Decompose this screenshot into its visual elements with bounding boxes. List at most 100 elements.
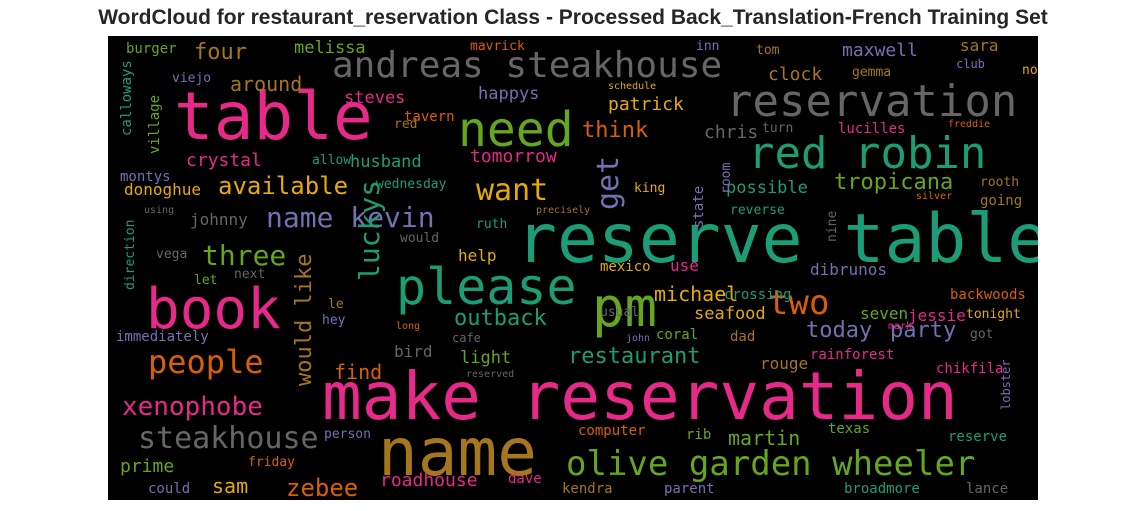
word-jessie: jessie (908, 306, 966, 325)
word-mavrick: mavrick (470, 39, 525, 54)
word-precisely: precisely (536, 205, 591, 216)
word-ruth: ruth (476, 217, 508, 232)
word-martin: martin (728, 426, 801, 450)
word-clock: clock (768, 64, 823, 85)
word-john: john (626, 333, 651, 344)
word-name-kevin: name kevin (266, 201, 435, 234)
word-reservation: reservation (726, 76, 1018, 127)
word-available: available (218, 172, 349, 200)
word-dad: dad (730, 329, 756, 345)
word-immediately: immediately (116, 329, 209, 345)
word-steakhouse: steakhouse (138, 421, 319, 456)
word-rooth: rooth (980, 175, 1020, 190)
word-hey: hey (322, 313, 346, 328)
word-parent: parent (664, 481, 715, 497)
word-party: party (890, 318, 957, 343)
word-johnny: johnny (190, 210, 248, 229)
word-reserved: reserved (466, 369, 515, 380)
word-coral: coral (656, 327, 699, 343)
word-donoghue: donoghue (124, 180, 202, 199)
word-michael: michael (654, 282, 739, 306)
word-gemma: gemma (852, 65, 892, 80)
word-would: would (400, 231, 440, 246)
word-happys: happys (478, 84, 540, 104)
word-possible: possible (726, 178, 808, 198)
word-sam: sam (212, 474, 249, 498)
word-help: help (458, 246, 497, 265)
word-book: book (146, 277, 281, 342)
word-rib: rib (686, 427, 712, 443)
word-seafood: seafood (694, 304, 766, 324)
word-reserve: reserve (948, 429, 1008, 445)
word-bird: bird (394, 342, 433, 361)
word-dave: dave (508, 471, 542, 487)
word-texas: texas (828, 421, 871, 437)
word-backwoods: backwoods (950, 287, 1026, 303)
word-allow: allow (312, 153, 352, 168)
word-let: let (194, 273, 218, 288)
word-cloud-canvas: reserve table make reservation name table pm… (108, 36, 1038, 500)
word-andreas-steakhouse: andreas steakhouse (332, 45, 723, 86)
word-reverse: reverse (730, 203, 785, 218)
word-around: around (230, 72, 303, 96)
word-tomorrow: tomorrow (470, 146, 557, 167)
word-would-like: would like (292, 253, 317, 386)
word-crossing: crossing (724, 287, 792, 303)
word-patrick: patrick (608, 94, 684, 115)
word-going: going (980, 193, 1023, 209)
word-could: could (148, 481, 191, 497)
word-need: need (458, 102, 574, 158)
word-today: today (806, 318, 873, 343)
word-pm: pm (592, 276, 658, 339)
word-state: state (691, 185, 707, 228)
word-le: le (328, 297, 344, 312)
word-freddie: freddie (948, 119, 991, 130)
word-husband: husband (350, 152, 422, 172)
word-melissa: melissa (294, 38, 366, 58)
word-club: club (956, 57, 985, 71)
word-mexico: mexico (600, 259, 651, 275)
word-silver: silver (916, 191, 953, 202)
word-noon: noon (1022, 63, 1038, 78)
word-friday: friday (248, 455, 295, 470)
word-calloways: calloways (119, 60, 135, 136)
word-chris: chris (704, 122, 759, 143)
word-tropicana: tropicana (834, 170, 954, 195)
word-outback: outback (454, 306, 547, 331)
word-red-robin: red robin (748, 128, 987, 179)
word-three: three (202, 239, 287, 272)
word-king: king (634, 181, 666, 196)
word-montys: montys (120, 169, 171, 185)
word-red: red (394, 117, 418, 132)
word-room: room (719, 162, 734, 194)
word-crystal: crystal (186, 150, 262, 171)
word-got: got (970, 327, 994, 342)
word-xenophobe: xenophobe (122, 392, 263, 422)
word-lance: lance (966, 481, 1009, 497)
word-tom: tom (756, 43, 780, 58)
word-want: want (476, 173, 549, 208)
word-long: long (396, 321, 421, 332)
word-direction: direction (123, 219, 138, 290)
word-wednesday: wednesday (376, 177, 447, 192)
word-burger: burger (126, 41, 177, 57)
word-find: find (334, 360, 383, 384)
word-turn: turn (762, 121, 794, 136)
word-name: name (378, 414, 537, 491)
word-next: next (234, 267, 266, 282)
word-table: table (174, 78, 373, 155)
word-people: people (148, 343, 264, 381)
word-steves: steves (344, 88, 406, 108)
word-make-reservation: make reservation (322, 358, 958, 435)
word-rouge: rouge (760, 354, 809, 373)
word-lobster: lobster (999, 359, 1013, 410)
word-viejo: viejo (172, 71, 212, 86)
word-using: using (144, 205, 175, 216)
word-restaurant: restaurant (568, 344, 701, 369)
word-person: person (324, 427, 371, 442)
word-reserve-table: reserve table (516, 200, 1038, 279)
word-vega: vega (156, 247, 188, 262)
word-lucilles: lucilles (838, 121, 906, 137)
word-luckys: luckys (353, 179, 386, 281)
word-broadmore: broadmore (844, 481, 920, 497)
